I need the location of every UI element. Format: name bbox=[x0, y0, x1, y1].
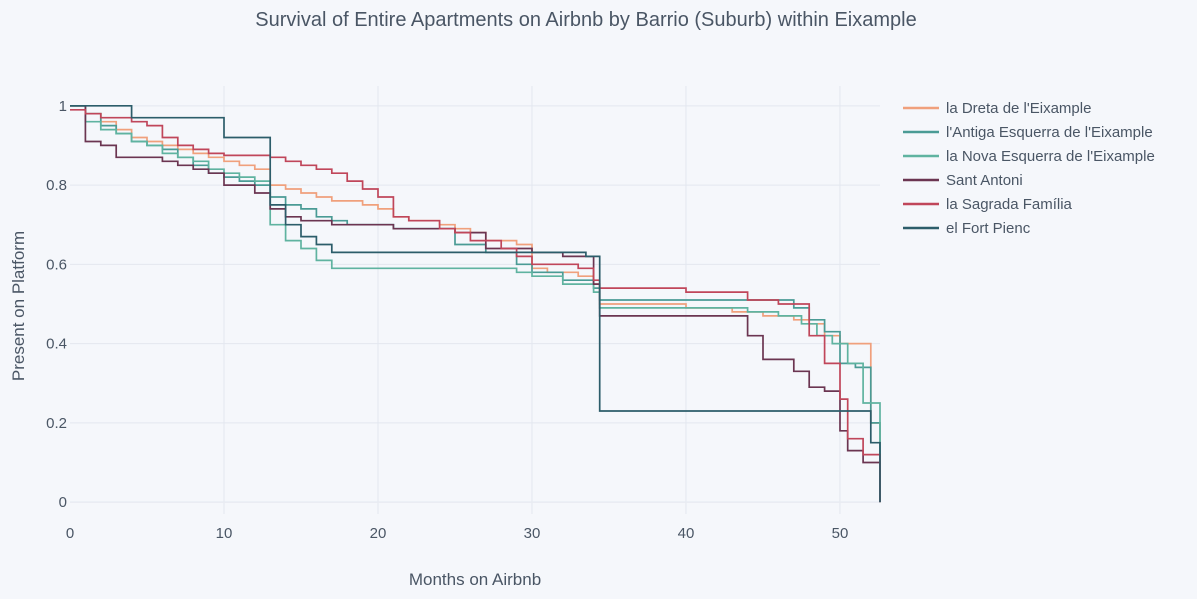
series-lines bbox=[70, 104, 881, 503]
legend-label: l'Antiga Esquerra de l'Eixample bbox=[946, 124, 1153, 141]
y-tick-label: 0.2 bbox=[46, 415, 67, 432]
legend-item-5[interactable]: el Fort Pienc bbox=[903, 220, 1031, 237]
legend-item-0[interactable]: la Dreta de l'Eixample bbox=[903, 100, 1091, 117]
legend[interactable]: la Dreta de l'Eixample l'Antiga Esquerra … bbox=[903, 100, 1155, 237]
legend-item-2[interactable]: la Nova Esquerra de l'Eixample bbox=[903, 148, 1155, 165]
x-tick-label: 30 bbox=[524, 525, 541, 542]
legend-label: la Dreta de l'Eixample bbox=[946, 100, 1091, 117]
chart-title: Survival of Entire Apartments on Airbnb … bbox=[255, 9, 916, 31]
y-tick-label: 0.6 bbox=[46, 256, 67, 273]
legend-label: Sant Antoni bbox=[946, 172, 1023, 189]
legend-item-1[interactable]: l'Antiga Esquerra de l'Eixample bbox=[903, 124, 1153, 141]
legend-item-3[interactable]: Sant Antoni bbox=[903, 172, 1023, 189]
legend-item-4[interactable]: la Sagrada Família bbox=[903, 196, 1073, 213]
series-line-5[interactable] bbox=[70, 104, 881, 503]
series-line-2[interactable] bbox=[70, 104, 881, 503]
x-tick-label: 40 bbox=[678, 525, 695, 542]
gridlines bbox=[70, 86, 880, 514]
x-axis-label: Months on Airbnb bbox=[409, 570, 541, 589]
x-tick-label: 50 bbox=[832, 525, 849, 542]
y-tick-label: 0.4 bbox=[46, 336, 67, 353]
y-tick-label: 0.8 bbox=[46, 177, 67, 194]
x-tick-label: 20 bbox=[370, 525, 387, 542]
legend-label: el Fort Pienc bbox=[946, 220, 1031, 237]
axis-ticks: 0 10 20 30 40 50 0 0.2 0.4 0.6 0.8 1 bbox=[46, 98, 848, 542]
legend-label: la Nova Esquerra de l'Eixample bbox=[946, 148, 1155, 165]
legend-label: la Sagrada Família bbox=[946, 196, 1073, 213]
y-tick-label: 0 bbox=[59, 494, 67, 511]
y-axis-label: Present on Platform bbox=[9, 231, 28, 381]
x-tick-label: 0 bbox=[66, 525, 74, 542]
y-tick-label: 1 bbox=[59, 98, 67, 115]
x-tick-label: 10 bbox=[216, 525, 233, 542]
series-line-4[interactable] bbox=[70, 108, 881, 503]
